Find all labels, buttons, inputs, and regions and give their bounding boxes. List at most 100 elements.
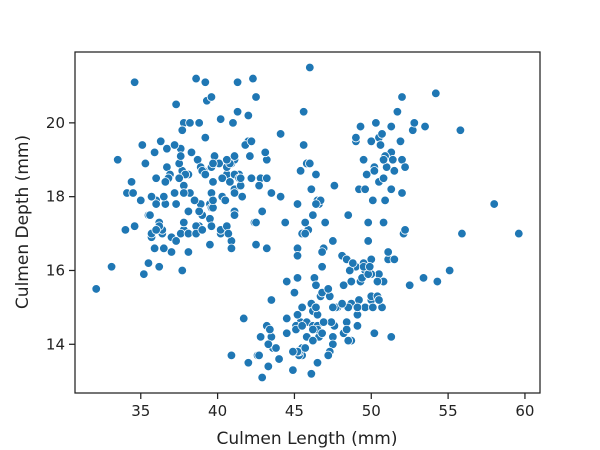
point	[378, 155, 389, 165]
point	[358, 155, 369, 165]
point	[257, 372, 267, 383]
point	[265, 324, 275, 335]
point	[328, 302, 338, 313]
point	[223, 228, 234, 239]
point	[311, 280, 321, 290]
point	[383, 247, 393, 257]
point	[243, 358, 254, 368]
point	[156, 136, 166, 147]
point	[266, 295, 277, 305]
point	[386, 121, 396, 132]
point	[351, 132, 361, 143]
point	[312, 358, 323, 368]
point	[444, 265, 455, 276]
y-tick-label: 18	[46, 188, 65, 206]
point	[455, 125, 466, 135]
point	[420, 121, 430, 132]
point	[300, 217, 310, 228]
point	[228, 118, 238, 128]
point	[297, 302, 307, 313]
point	[366, 136, 376, 147]
point	[229, 151, 240, 161]
point	[171, 99, 181, 110]
point	[251, 92, 261, 102]
x-tick-label: 40	[208, 402, 227, 420]
point	[91, 284, 101, 294]
point	[369, 166, 380, 176]
point	[189, 195, 200, 206]
point	[200, 169, 211, 180]
point	[388, 155, 398, 165]
point	[225, 177, 235, 187]
point	[205, 239, 215, 250]
point	[275, 191, 286, 202]
point	[191, 73, 201, 84]
point	[262, 173, 272, 183]
point	[368, 195, 378, 206]
x-tick-label: 60	[515, 402, 534, 420]
point	[254, 350, 264, 361]
x-tick-label: 55	[439, 402, 458, 420]
point	[355, 121, 366, 132]
point	[378, 217, 389, 228]
point	[166, 247, 177, 257]
point	[457, 228, 467, 239]
point	[282, 276, 292, 287]
point	[386, 184, 396, 194]
point	[282, 328, 292, 338]
point	[288, 346, 298, 357]
point	[145, 210, 155, 220]
point	[194, 118, 204, 128]
point	[323, 350, 333, 361]
point	[129, 221, 140, 231]
point	[143, 258, 154, 268]
point	[208, 177, 218, 187]
point	[136, 195, 146, 206]
point	[338, 280, 349, 290]
x-axis-label: Culmen Length (mm)	[217, 429, 398, 449]
point	[200, 77, 211, 87]
point	[343, 210, 353, 220]
point	[171, 236, 181, 246]
point	[226, 350, 237, 361]
point	[229, 188, 240, 198]
point	[328, 236, 338, 246]
point	[263, 339, 274, 349]
point	[174, 173, 184, 183]
point	[363, 236, 373, 246]
point	[365, 262, 375, 272]
point	[352, 302, 363, 313]
point	[106, 262, 117, 272]
point	[280, 217, 290, 228]
point	[514, 228, 524, 239]
point	[263, 361, 274, 372]
point	[318, 317, 329, 327]
point	[169, 140, 180, 150]
y-axis-label: Culmen Depth (mm)	[13, 135, 33, 309]
point	[206, 221, 217, 231]
point	[292, 310, 303, 320]
point	[271, 343, 281, 353]
x-tick-label: 45	[285, 402, 304, 420]
point	[151, 225, 161, 235]
point	[337, 298, 347, 309]
point	[369, 328, 380, 338]
point	[329, 180, 340, 191]
point	[151, 173, 161, 183]
point	[346, 276, 356, 287]
point	[360, 184, 370, 194]
point	[292, 273, 303, 283]
point	[159, 191, 169, 202]
point	[137, 140, 148, 150]
point	[245, 151, 255, 161]
point	[292, 251, 303, 261]
point	[176, 151, 186, 161]
point	[300, 343, 310, 353]
point	[275, 129, 286, 139]
point	[159, 243, 169, 254]
point	[341, 324, 352, 335]
point	[129, 77, 140, 87]
x-tick-label: 35	[131, 402, 150, 420]
point	[128, 188, 138, 198]
